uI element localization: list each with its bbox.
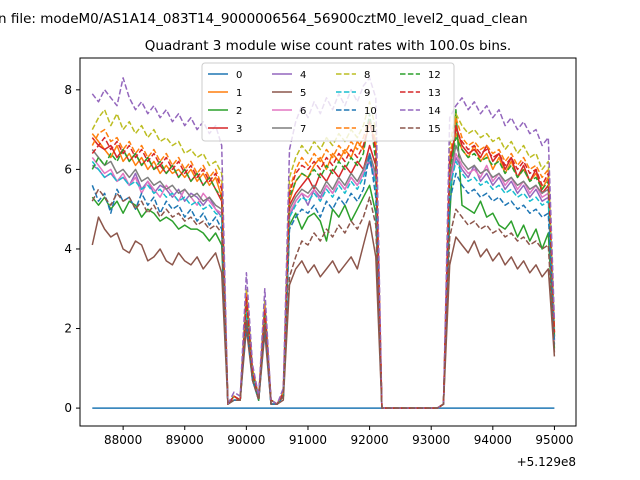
legend-label-14: 14 bbox=[428, 106, 441, 117]
series-line-10 bbox=[91, 152, 556, 409]
series-line-5 bbox=[91, 216, 556, 409]
x-tick-label: 89000 bbox=[166, 433, 204, 447]
legend-label-11: 11 bbox=[364, 124, 377, 135]
series-line-8 bbox=[91, 101, 556, 409]
series-line-7 bbox=[91, 144, 556, 409]
legend-label-0: 0 bbox=[236, 70, 242, 81]
series-line-12 bbox=[91, 112, 556, 409]
plot-frame bbox=[79, 57, 577, 427]
legend-label-13: 13 bbox=[428, 88, 441, 99]
series-line-15 bbox=[91, 188, 556, 409]
x-offset-text: +5.129e8 bbox=[517, 455, 576, 469]
x-tick-label: 88000 bbox=[104, 433, 142, 447]
series-line-2 bbox=[91, 108, 556, 409]
x-tick-label: 95000 bbox=[535, 433, 573, 447]
legend-label-9: 9 bbox=[364, 88, 370, 99]
legend-label-8: 8 bbox=[364, 70, 370, 81]
series-line-3 bbox=[91, 124, 556, 409]
series-line-11 bbox=[91, 116, 556, 409]
chart-title: Quadrant 3 module wise count rates with … bbox=[145, 38, 511, 54]
legend-label-6: 6 bbox=[300, 106, 306, 117]
x-tick-label: 92000 bbox=[350, 433, 388, 447]
y-tick-label: 4 bbox=[64, 242, 72, 256]
legend-label-4: 4 bbox=[300, 70, 306, 81]
x-tick-label: 94000 bbox=[474, 433, 512, 447]
legend-box bbox=[201, 62, 455, 142]
y-tick-label: 6 bbox=[64, 162, 72, 176]
y-tick-label: 8 bbox=[64, 83, 72, 97]
legend-label-10: 10 bbox=[364, 106, 377, 117]
y-tick-label: 2 bbox=[64, 322, 72, 336]
legend-label-15: 15 bbox=[428, 124, 441, 135]
x-tick-label: 91000 bbox=[289, 433, 327, 447]
legend-label-3: 3 bbox=[236, 124, 242, 135]
legend-label-1: 1 bbox=[236, 88, 242, 99]
series-line-6 bbox=[91, 152, 556, 409]
legend-label-2: 2 bbox=[236, 106, 242, 117]
x-axis: 88000 89000 90000 91000 92000 93000 94000 95000 bbox=[104, 426, 574, 447]
legend-label-12: 12 bbox=[428, 70, 441, 81]
x-tick-label: 93000 bbox=[412, 433, 450, 447]
figure-suptitle: n file: modeM0/AS1A14_083T14_9000006564_… bbox=[0, 11, 528, 27]
legend-label-5: 5 bbox=[300, 88, 306, 99]
series-line-9 bbox=[91, 156, 556, 409]
series-line-13 bbox=[91, 120, 556, 409]
y-axis: 0 2 4 6 8 bbox=[64, 83, 80, 415]
legend-label-7: 7 bbox=[300, 124, 306, 135]
y-tick-label: 0 bbox=[64, 401, 72, 415]
x-tick-label: 90000 bbox=[227, 433, 265, 447]
